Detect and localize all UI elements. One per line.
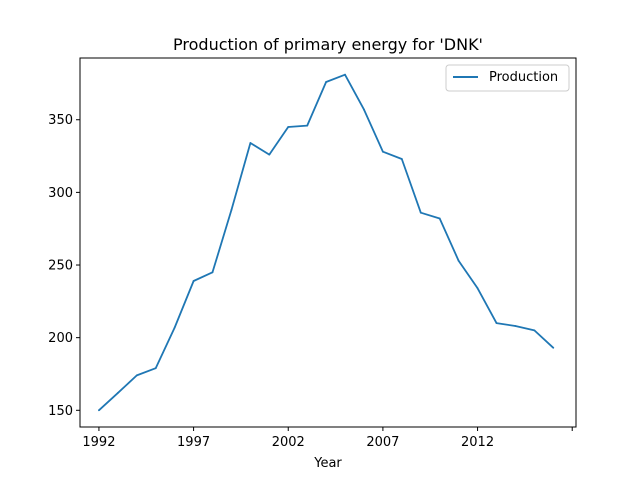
data-point [382,150,384,153]
x-tick-label: 2012 [461,435,494,450]
data-point [438,217,441,220]
y-tick-label: 250 [48,259,73,274]
data-point [98,409,100,412]
data-point [173,326,176,329]
data-point [400,158,403,160]
data-point [457,259,460,262]
x-tick-label: 1997 [177,435,210,450]
data-point [135,374,138,377]
x-tick-label: 2007 [366,435,399,450]
y-tick-label: 350 [48,113,73,128]
data-point [117,392,119,394]
plot-frame [79,57,577,428]
data-point [495,322,498,324]
data-point [230,208,233,211]
data-point [192,280,195,282]
data-point [287,126,290,128]
data-point [514,325,517,327]
data-point [363,108,365,111]
data-point [476,287,479,290]
data-point [533,329,536,332]
y-tick-label: 300 [48,186,73,201]
data-point [419,211,422,214]
legend-box [445,64,570,92]
x-axis-ticks: 1992 1997 2002 2007 2012 [82,427,573,450]
data-point [325,81,327,83]
legend-label-production: Production [489,70,558,85]
data-point [552,346,555,349]
y-tick-label: 200 [48,331,73,346]
y-axis-ticks: 150 200 250 300 350 [48,113,80,419]
data-point [268,153,271,156]
x-axis-label: Year [313,456,342,471]
data-point [211,271,214,274]
data-point [154,367,157,370]
x-tick-label: 2002 [272,435,305,450]
series-layer [98,73,555,412]
data-point [306,124,309,127]
data-point [344,73,346,76]
data-point [249,142,252,144]
chart-title: Production of primary energy for 'DNK' [173,35,483,54]
legend: Production [445,64,570,92]
x-tick-label: 1992 [82,435,115,450]
y-tick-label: 150 [48,404,73,419]
